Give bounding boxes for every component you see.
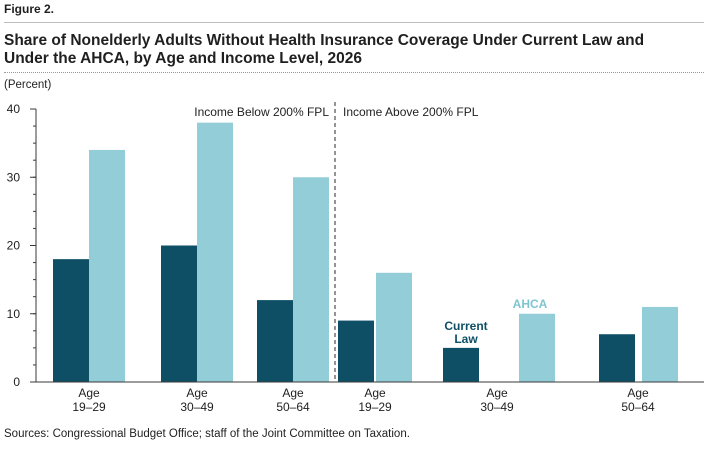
current-law-bar	[443, 347, 479, 382]
current-law-bar	[338, 320, 374, 382]
ahca-series-label: AHCA	[513, 297, 548, 311]
current-law-series-label-line-2: Law	[454, 332, 478, 346]
y-tick-label: 10	[7, 307, 21, 321]
y-axis-unit-label: (Percent)	[4, 79, 52, 91]
ahca-bar	[197, 122, 233, 383]
category-label-line-2: 50–64	[276, 400, 310, 414]
y-tick-label: 0	[13, 375, 20, 389]
category-label-line-1: Age	[627, 386, 649, 400]
chart-title-line-2: Under the AHCA, by Age and Income Level,…	[4, 50, 363, 67]
group-label-below-200-fpl: Income Below 200% FPL	[194, 105, 329, 119]
category-label-line-2: 19–29	[358, 400, 392, 414]
current-law-bar	[599, 334, 635, 382]
category-label-line-1: Age	[486, 386, 508, 400]
current-law-bar	[161, 245, 197, 382]
category-label-line-2: 50–64	[621, 400, 655, 414]
ahca-bar	[642, 306, 678, 382]
category-label-line-2: 30–49	[480, 400, 514, 414]
ahca-bar	[376, 272, 412, 382]
current-law-series-label-line-1: Current	[444, 319, 487, 333]
y-tick-label: 40	[7, 102, 21, 116]
category-label-line-1: Age	[364, 386, 386, 400]
title-rule	[4, 72, 704, 73]
figure-label: Figure 2.	[4, 2, 55, 16]
category-label-line-2: 19–29	[72, 400, 106, 414]
y-tick-label: 30	[7, 170, 21, 184]
chart-title: Share of Nonelderly Adults Without Healt…	[4, 32, 704, 68]
ahca-bar	[89, 149, 125, 382]
category-label-line-1: Age	[186, 386, 208, 400]
category-label-line-1: Age	[78, 386, 100, 400]
ahca-bar	[293, 177, 329, 382]
current-law-bar	[257, 300, 293, 382]
y-tick-label: 20	[7, 239, 21, 253]
chart-title-line-1: Share of Nonelderly Adults Without Healt…	[4, 32, 645, 49]
top-rule	[4, 22, 704, 23]
category-label-line-1: Age	[282, 386, 304, 400]
source-note: Sources: Congressional Budget Office; st…	[4, 428, 410, 440]
ahca-bar	[519, 313, 555, 382]
group-label-above-200-fpl: Income Above 200% FPL	[343, 105, 479, 119]
category-label-line-2: 30–49	[180, 400, 214, 414]
current-law-bar	[53, 259, 89, 382]
